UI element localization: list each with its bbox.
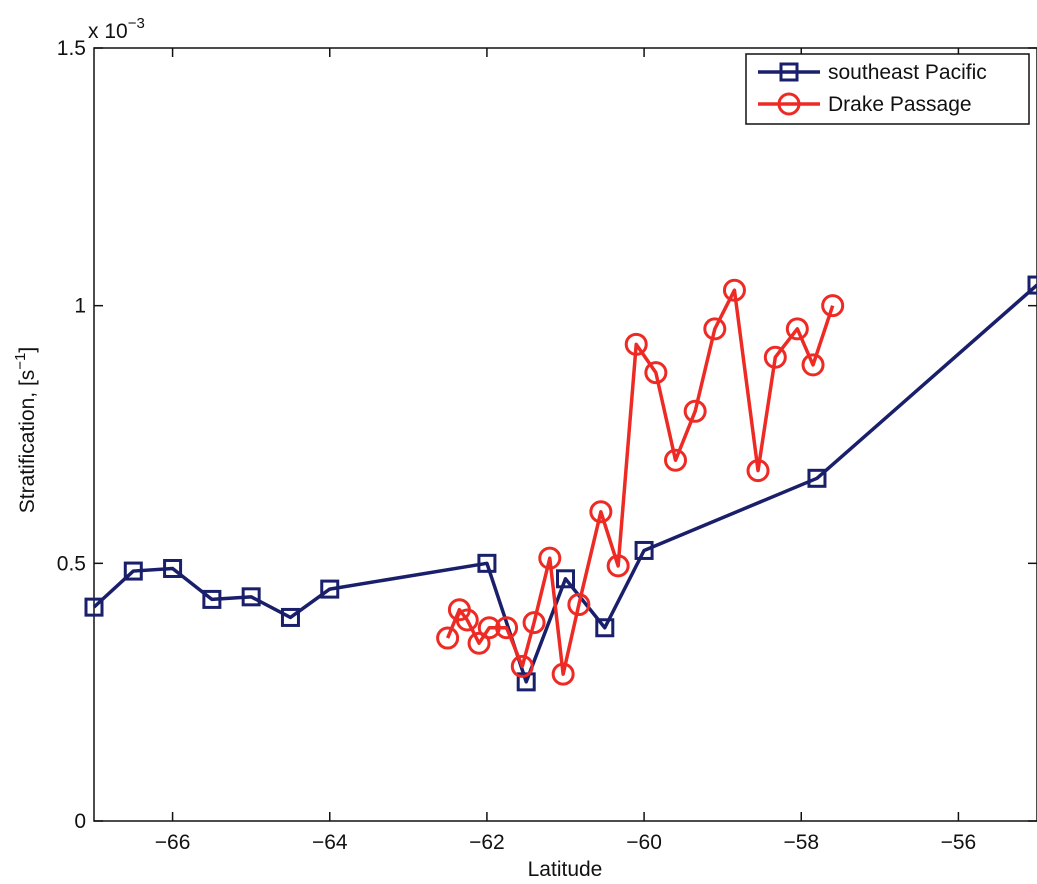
data-point-southeast-pacific: [84, 597, 104, 617]
data-point-southeast-pacific: [556, 569, 575, 589]
data-point-drake-passage: [538, 546, 562, 570]
data-point-drake-passage: [683, 399, 707, 423]
y-multiplier-base: x 10: [88, 20, 128, 43]
y-axis-label-exponent: −1: [12, 353, 29, 370]
data-point-southeast-pacific: [595, 618, 615, 638]
data-point-drake-passage: [606, 554, 630, 578]
y-axis-label-close: ]: [16, 347, 39, 353]
data-point-drake-passage: [624, 332, 648, 356]
y-multiplier-exponent: −3: [128, 15, 145, 32]
x-tick-label: −66: [155, 831, 191, 854]
y-tick-label: 0.5: [57, 552, 86, 575]
x-axis-label: Latitude: [528, 858, 603, 881]
data-point-drake-passage: [567, 593, 591, 617]
data-point-drake-passage: [722, 278, 746, 302]
legend-item-drake-passage: Drake Passage: [758, 92, 972, 116]
data-point-drake-passage: [644, 361, 668, 385]
data-point-drake-passage: [589, 500, 613, 524]
data-point-southeast-pacific: [202, 589, 222, 609]
x-tick-label: −60: [626, 831, 662, 854]
data-point-drake-passage: [522, 611, 546, 635]
y-axis: 0 0.5 1 1.5: [57, 37, 1037, 833]
x-tick-label: −56: [941, 831, 977, 854]
legend-label-southeast-pacific: southeast Pacific: [828, 61, 987, 84]
plot-area: [93, 47, 1037, 822]
legend-label-drake-passage: Drake Passage: [828, 93, 972, 116]
legend-marker-square: [779, 62, 799, 82]
data-point-drake-passage: [785, 317, 809, 341]
data-point-southeast-pacific: [634, 540, 654, 560]
data-point-drake-passage: [467, 631, 491, 655]
x-tick-label: −58: [783, 831, 819, 854]
data-point-southeast-pacific: [320, 579, 340, 599]
data-point-drake-passage: [746, 459, 770, 483]
legend: southeast Pacific Drake Passage: [745, 53, 1030, 125]
data-point-southeast-pacific: [1027, 275, 1037, 295]
data-point-drake-passage: [510, 654, 534, 678]
x-tick-label: −64: [312, 831, 348, 854]
data-point-drake-passage: [436, 626, 460, 650]
data-point-drake-passage: [703, 317, 727, 341]
y-tick-label: 1: [74, 295, 86, 318]
data-point-southeast-pacific: [807, 468, 827, 488]
data-point-southeast-pacific: [123, 561, 143, 581]
data-point-southeast-pacific: [163, 558, 183, 578]
x-axis: −66 −64 −62 −60 −58 −56: [155, 48, 976, 854]
y-tick-label: 0: [74, 810, 86, 833]
data-point-drake-passage: [551, 662, 575, 686]
data-point-southeast-pacific: [516, 672, 536, 692]
data-point-drake-passage: [821, 294, 845, 318]
y-axis-label-text: Stratification, [s: [16, 370, 39, 514]
data-point-drake-passage: [495, 616, 519, 640]
y-axis-multiplier: x 10−3: [88, 15, 145, 43]
series-layer: [84, 275, 1037, 692]
x-tick-label: −62: [469, 831, 505, 854]
data-point-drake-passage: [763, 345, 787, 369]
series-line-drake-passage: [446, 288, 835, 676]
legend-marker-circle: [777, 92, 801, 116]
data-point-southeast-pacific: [241, 587, 261, 607]
y-axis-label: Stratification, [s−1]: [12, 347, 39, 514]
data-point-drake-passage: [477, 616, 501, 640]
y-tick-label: 1.5: [57, 37, 86, 60]
data-point-southeast-pacific: [477, 553, 497, 573]
legend-item-southeast-pacific: southeast Pacific: [758, 61, 987, 84]
data-point-drake-passage: [664, 448, 688, 472]
data-point-drake-passage: [801, 353, 825, 377]
data-point-drake-passage: [455, 608, 479, 632]
data-point-southeast-pacific: [280, 607, 300, 627]
